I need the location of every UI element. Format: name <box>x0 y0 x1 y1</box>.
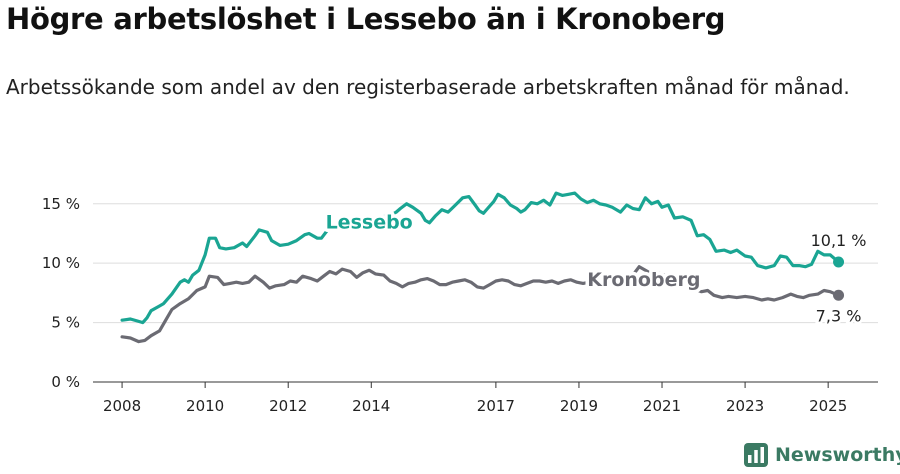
brand-logo: Newsworthy <box>744 443 900 467</box>
end-point-lessebo <box>833 256 845 268</box>
x-tick-label: 2012 <box>269 397 307 415</box>
x-tick-label: 2023 <box>726 397 764 415</box>
series-label-kronoberg: Kronoberg <box>587 269 700 291</box>
series-label-lessebo: Lessebo <box>326 212 413 234</box>
y-tick-label: 10 % <box>42 254 80 272</box>
x-tick-label: 2010 <box>186 397 224 415</box>
x-tick-label: 2017 <box>477 397 515 415</box>
series-end-markers: 10,1 % 7,3 % <box>808 228 869 327</box>
x-tick-label: 2019 <box>560 397 598 415</box>
series-line-kronoberg <box>120 265 841 344</box>
y-tick-label: 5 % <box>51 314 80 332</box>
series-labels: Lessebo Kronoberg <box>322 208 704 294</box>
chart-subtitle: Arbetssökande som andel av den registerb… <box>6 75 850 99</box>
series-lines <box>120 191 841 344</box>
y-axis-tick-labels: 0 % 5 % 10 % 15 % <box>42 195 80 391</box>
brand-name: Newsworthy <box>775 444 900 466</box>
end-point-kronoberg <box>833 289 845 301</box>
x-tick-label: 2008 <box>103 397 141 415</box>
chart-title: Högre arbetslöshet i Lessebo än i Kronob… <box>6 2 726 36</box>
y-tick-label: 0 % <box>51 373 80 391</box>
end-value-label-kronoberg: 7,3 % <box>816 306 862 325</box>
x-tick-label: 2025 <box>809 397 847 415</box>
y-tick-label: 15 % <box>42 195 80 213</box>
grid-lines <box>93 203 878 383</box>
end-value-label-lessebo: 10,1 % <box>811 231 867 250</box>
x-axis: 2008 2010 2012 2014 2017 2019 2021 2023 2025 <box>93 381 878 415</box>
newsworthy-logo-icon <box>744 443 768 467</box>
x-tick-label: 2014 <box>352 397 390 415</box>
x-tick-label: 2021 <box>643 397 681 415</box>
series-line-lessebo <box>120 191 841 325</box>
